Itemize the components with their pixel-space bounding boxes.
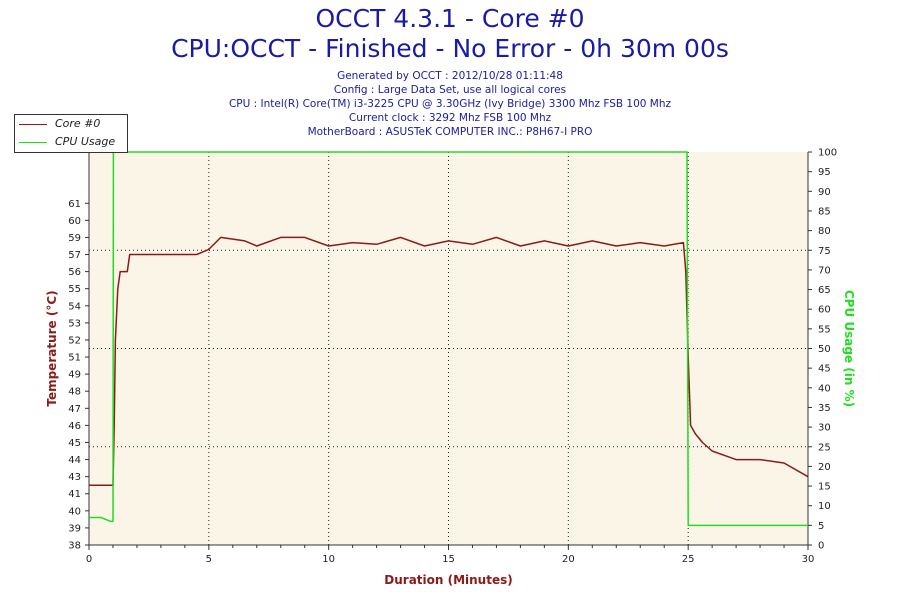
chart-subtitle: CPU:OCCT - Finished - No Error - 0h 30m … (171, 34, 729, 63)
y-tick-label: 49 (68, 370, 81, 381)
y-tick-label: 48 (68, 387, 81, 398)
y-tick-label: 52 (68, 335, 81, 346)
x-tick-label: 20 (562, 554, 575, 565)
y2-tick-label: 65 (818, 285, 831, 296)
y2-tick-label: 55 (818, 324, 831, 335)
y2-tick-label: 40 (818, 383, 831, 394)
y2-axis-label: CPU Usage (in %) (842, 290, 856, 407)
y2-tick-label: 35 (818, 403, 831, 414)
x-tick-label: 0 (86, 554, 92, 565)
info-clock: Current clock : 3292 Mhz FSB 100 Mhz (348, 112, 552, 124)
y-tick-label: 38 (68, 541, 81, 552)
y2-tick-label: 0 (818, 541, 824, 552)
y2-tick-label: 75 (818, 246, 831, 257)
legend-item-cpu-usage: CPU Usage (15, 134, 127, 150)
x-tick-label: 30 (802, 554, 815, 565)
y-tick-label: 55 (68, 284, 81, 295)
legend-item-core0: Core #0 (15, 116, 127, 132)
y-axis-label: Temperature (°C) (45, 290, 59, 406)
y2-tick-label: 10 (818, 501, 831, 512)
y-tick-label: 41 (68, 489, 81, 500)
y-tick-label: 54 (68, 301, 81, 312)
x-tick-label: 5 (206, 554, 212, 565)
legend-label-core0: Core #0 (55, 117, 101, 130)
series-line-cpu-usage (89, 151, 808, 527)
y2-tick-label: 60 (818, 305, 831, 316)
y-tick-label: 56 (68, 267, 81, 278)
y-tick-label: 61 (68, 199, 81, 210)
x-tick-label: 10 (322, 554, 335, 565)
legend-swatch-cpu-usage (19, 142, 47, 143)
y2-tick-label: 100 (818, 148, 837, 159)
y-tick-label: 43 (68, 472, 81, 483)
y2-tick-label: 85 (818, 206, 831, 217)
y-tick-label: 46 (68, 421, 81, 432)
y2-tick-label: 50 (818, 344, 831, 355)
info-cpu: CPU : Intel(R) Core(TM) i3-3225 CPU @ 3.… (228, 98, 672, 110)
y2-tick-label: 25 (818, 442, 831, 453)
y-tick-label: 60 (68, 216, 81, 227)
y-tick-label: 44 (68, 455, 81, 466)
y-tick-label: 57 (68, 250, 81, 261)
y2-tick-label: 95 (818, 167, 831, 178)
y-tick-label: 45 (68, 438, 81, 449)
y2-tick-label: 70 (818, 265, 831, 276)
y2-tick-label: 20 (818, 462, 831, 473)
y-tick-label: 39 (68, 523, 81, 534)
chart-legend: Core #0 CPU Usage (14, 114, 128, 153)
y-tick-label: 53 (68, 318, 81, 329)
y-tick-label: 47 (68, 404, 81, 415)
y-tick-label: 51 (68, 353, 81, 364)
info-motherboard: MotherBoard : ASUSTeK COMPUTER INC.: P8H… (307, 126, 593, 138)
y2-tick-label: 90 (818, 187, 831, 198)
y-tick-label: 40 (68, 506, 81, 517)
y2-tick-label: 45 (818, 364, 831, 375)
info-config: Config : Large Data Set, use all logical… (333, 84, 567, 96)
legend-label-cpu-usage: CPU Usage (55, 135, 116, 148)
x-tick-label: 15 (442, 554, 455, 565)
chart-title: OCCT 4.3.1 - Core #0 (315, 4, 585, 33)
y2-tick-label: 80 (818, 226, 831, 237)
y2-tick-label: 5 (818, 521, 824, 532)
x-axis-label: Duration (Minutes) (384, 573, 512, 587)
y-tick-label: 59 (68, 233, 81, 244)
x-tick-label: 25 (682, 554, 695, 565)
info-generated: Generated by OCCT : 2012/10/28 01:11:48 (337, 70, 563, 82)
y2-tick-label: 15 (818, 482, 831, 493)
legend-swatch-core0 (19, 124, 47, 125)
series-line-core-0 (89, 236, 809, 486)
y2-tick-label: 30 (818, 423, 831, 434)
